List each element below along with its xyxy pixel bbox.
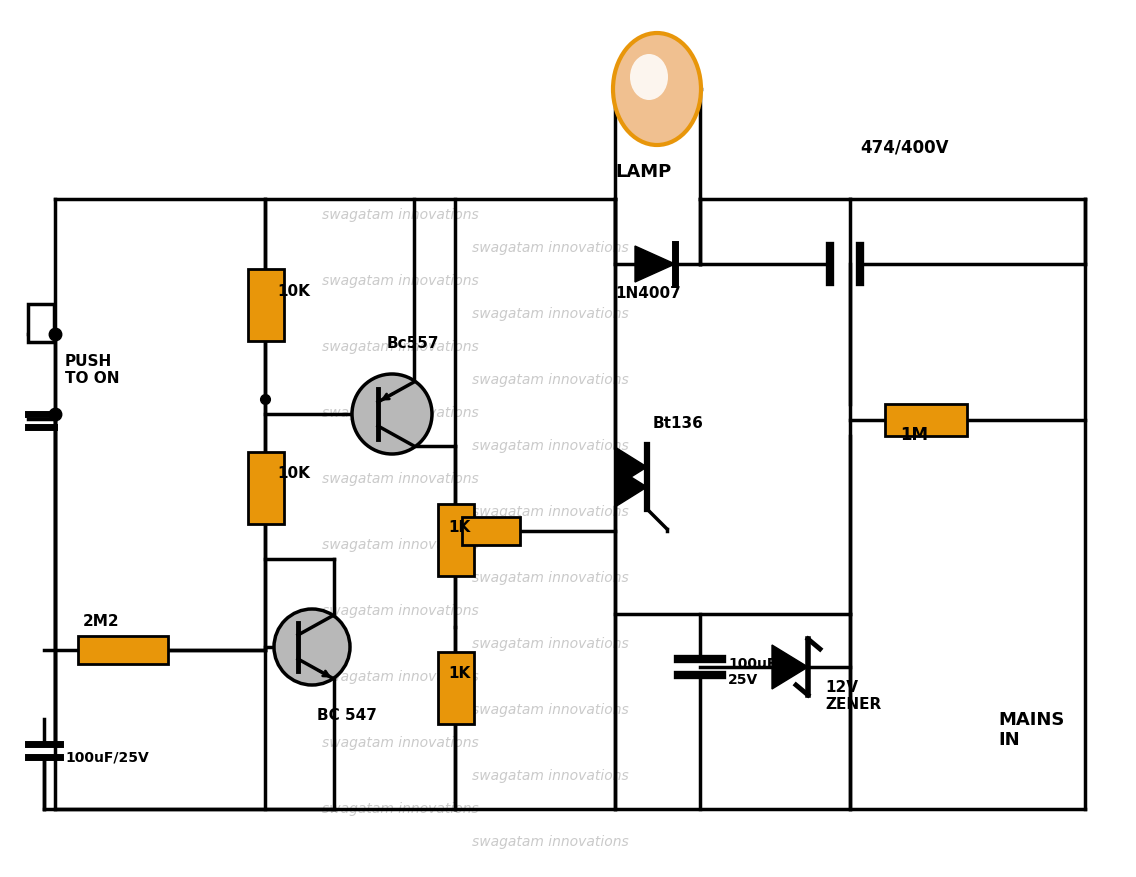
Ellipse shape: [613, 34, 701, 146]
Circle shape: [274, 610, 350, 685]
Polygon shape: [615, 447, 648, 488]
Bar: [248, 270, 284, 342]
Text: swagatam innovations: swagatam innovations: [321, 208, 478, 222]
Polygon shape: [772, 645, 808, 689]
Bar: [248, 453, 284, 524]
Text: swagatam innovations: swagatam innovations: [321, 339, 478, 353]
Text: swagatam innovations: swagatam innovations: [471, 240, 628, 254]
Text: swagatam innovations: swagatam innovations: [471, 504, 628, 518]
Text: 474/400V: 474/400V: [860, 139, 949, 157]
Text: swagatam innovations: swagatam innovations: [321, 274, 478, 288]
Text: swagatam innovations: swagatam innovations: [471, 307, 628, 321]
Bar: [885, 404, 967, 437]
Text: LAMP: LAMP: [615, 163, 671, 181]
Bar: [462, 517, 520, 545]
Text: 100uF/25V: 100uF/25V: [65, 750, 149, 764]
Circle shape: [352, 374, 432, 454]
Polygon shape: [615, 467, 648, 508]
Text: 12V
ZENER: 12V ZENER: [825, 679, 882, 711]
Text: swagatam innovations: swagatam innovations: [471, 768, 628, 782]
Text: 1M: 1M: [900, 425, 928, 444]
Text: swagatam innovations: swagatam innovations: [321, 405, 478, 419]
Ellipse shape: [630, 55, 668, 101]
Text: swagatam innovations: swagatam innovations: [471, 373, 628, 387]
Text: MAINS
IN: MAINS IN: [999, 709, 1064, 749]
Text: swagatam innovations: swagatam innovations: [471, 570, 628, 584]
Text: swagatam innovations: swagatam innovations: [471, 834, 628, 848]
Text: 1K: 1K: [448, 665, 470, 680]
Text: swagatam innovations: swagatam innovations: [321, 603, 478, 617]
Text: Bt136: Bt136: [653, 415, 704, 430]
Text: BC 547: BC 547: [317, 708, 377, 723]
Text: 10K: 10K: [277, 284, 310, 299]
Bar: [28, 304, 55, 343]
Text: PUSH
TO ON: PUSH TO ON: [65, 353, 119, 386]
Text: 1N4007: 1N4007: [615, 285, 680, 300]
Text: swagatam innovations: swagatam innovations: [471, 637, 628, 650]
Text: swagatam innovations: swagatam innovations: [321, 735, 478, 749]
Text: swagatam innovations: swagatam innovations: [321, 801, 478, 815]
Text: swagatam innovations: swagatam innovations: [471, 438, 628, 453]
Bar: [78, 637, 168, 664]
Text: swagatam innovations: swagatam innovations: [321, 538, 478, 552]
Text: swagatam innovations: swagatam innovations: [321, 472, 478, 486]
Text: swagatam innovations: swagatam innovations: [321, 669, 478, 683]
Bar: [438, 652, 474, 724]
Text: 100uF
25V: 100uF 25V: [728, 656, 776, 687]
Polygon shape: [635, 246, 675, 282]
Text: 1K: 1K: [448, 519, 470, 534]
Text: 2M2: 2M2: [83, 614, 119, 629]
Text: 10K: 10K: [277, 465, 310, 480]
Bar: [438, 504, 474, 576]
Text: swagatam innovations: swagatam innovations: [471, 702, 628, 717]
Text: Bc557: Bc557: [387, 335, 440, 350]
